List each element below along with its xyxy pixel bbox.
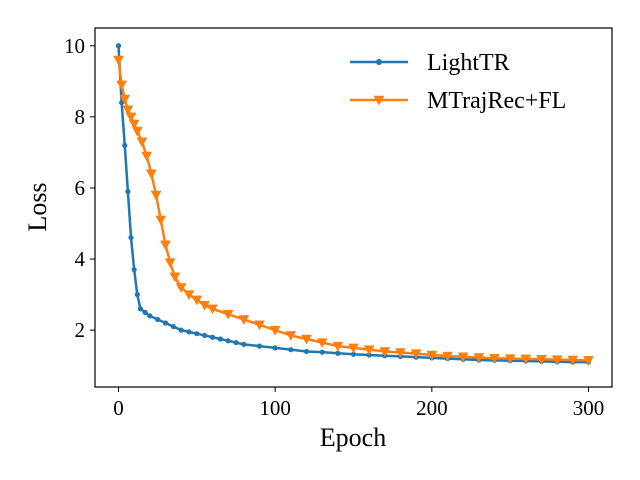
data-point bbox=[504, 354, 516, 365]
y-tick-label: 6 bbox=[75, 176, 86, 200]
data-point bbox=[186, 329, 192, 335]
data-point bbox=[457, 352, 469, 363]
data-point bbox=[125, 188, 131, 195]
y-tick-label: 2 bbox=[75, 318, 86, 342]
y-tick-label: 10 bbox=[64, 34, 85, 58]
data-point bbox=[316, 338, 328, 349]
data-point bbox=[319, 349, 325, 355]
data-point bbox=[170, 323, 176, 330]
x-tick-label: 0 bbox=[113, 396, 124, 420]
data-point bbox=[288, 347, 294, 353]
data-point bbox=[489, 353, 500, 364]
data-point bbox=[145, 169, 157, 180]
data-point bbox=[150, 190, 162, 201]
data-point bbox=[116, 80, 128, 91]
data-point bbox=[164, 258, 176, 269]
legend-item: MTrajRec+FL bbox=[350, 88, 566, 114]
data-point bbox=[115, 43, 122, 49]
data-point bbox=[348, 343, 359, 354]
data-point bbox=[217, 336, 223, 342]
data-point bbox=[410, 349, 422, 360]
data-point bbox=[155, 316, 161, 323]
data-point bbox=[178, 327, 184, 333]
data-point bbox=[426, 350, 438, 361]
data-point bbox=[233, 339, 239, 346]
data-point bbox=[395, 348, 406, 359]
data-point bbox=[113, 55, 124, 66]
x-tick-label: 100 bbox=[259, 396, 291, 420]
y-tick-label: 8 bbox=[75, 105, 86, 129]
data-point bbox=[254, 320, 265, 331]
data-point bbox=[175, 283, 187, 293]
data-point bbox=[335, 350, 341, 356]
data-point bbox=[169, 272, 181, 283]
series-mtrajrec-fl bbox=[113, 55, 594, 366]
data-point bbox=[125, 112, 137, 123]
series-layer bbox=[113, 43, 594, 366]
data-point bbox=[183, 290, 195, 301]
data-point bbox=[363, 345, 375, 356]
data-point bbox=[272, 345, 278, 351]
data-point bbox=[241, 341, 247, 347]
data-point bbox=[207, 304, 218, 315]
data-point bbox=[303, 348, 310, 355]
data-point bbox=[131, 126, 143, 137]
x-axis-ticks: 0 100 200 300 bbox=[113, 387, 604, 420]
data-point bbox=[536, 355, 547, 365]
data-point bbox=[162, 320, 169, 326]
y-tick-label: 4 bbox=[75, 247, 86, 271]
y-axis-title: Loss bbox=[23, 182, 52, 231]
data-point bbox=[131, 267, 137, 273]
data-point bbox=[238, 315, 250, 325]
data-point bbox=[285, 331, 297, 341]
data-point bbox=[155, 215, 167, 226]
plot-frame bbox=[94, 27, 613, 388]
legend-item: LightTR bbox=[350, 50, 510, 76]
data-point bbox=[136, 137, 148, 148]
data-point bbox=[191, 295, 203, 306]
data-point bbox=[583, 356, 594, 366]
data-point bbox=[128, 235, 134, 241]
x-axis-title: Epoch bbox=[320, 423, 386, 452]
data-point bbox=[442, 351, 453, 362]
data-point bbox=[225, 338, 231, 344]
data-point bbox=[122, 105, 134, 116]
data-point bbox=[269, 325, 281, 336]
data-point bbox=[122, 142, 128, 148]
data-point bbox=[567, 355, 579, 366]
x-tick-label: 300 bbox=[573, 396, 605, 420]
data-point bbox=[202, 332, 208, 339]
data-point bbox=[142, 309, 148, 315]
data-point bbox=[119, 94, 131, 105]
data-point bbox=[141, 151, 153, 162]
y-axis-ticks: 2 4 6 8 10 bbox=[64, 34, 95, 342]
legend-label: LightTR bbox=[427, 50, 510, 76]
data-point bbox=[473, 353, 485, 364]
data-point bbox=[147, 313, 153, 319]
legend-label: MTrajRec+FL bbox=[427, 88, 566, 114]
data-point bbox=[350, 351, 357, 357]
data-point bbox=[301, 334, 312, 345]
x-tick-label: 200 bbox=[416, 396, 448, 420]
data-point bbox=[160, 240, 171, 251]
data-point bbox=[119, 100, 125, 106]
data-point bbox=[256, 343, 263, 349]
data-point bbox=[551, 355, 563, 366]
data-point bbox=[520, 354, 532, 365]
data-point bbox=[332, 341, 344, 352]
legend: LightTR MTrajRec+FL bbox=[350, 50, 566, 114]
data-point bbox=[209, 334, 216, 340]
data-point bbox=[222, 309, 234, 320]
data-point bbox=[134, 291, 140, 298]
data-point bbox=[194, 331, 200, 337]
legend-marker bbox=[373, 95, 385, 106]
data-point bbox=[199, 300, 211, 311]
data-point bbox=[137, 306, 144, 312]
legend-marker bbox=[376, 59, 382, 65]
data-point bbox=[128, 119, 140, 130]
data-point bbox=[379, 347, 391, 357]
